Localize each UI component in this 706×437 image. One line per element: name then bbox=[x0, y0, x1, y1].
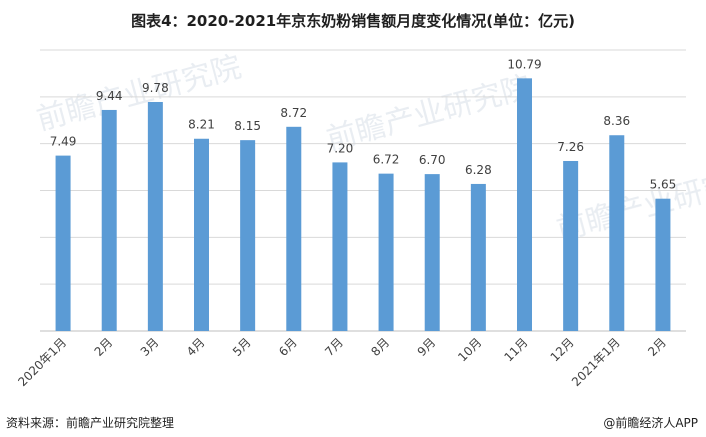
x-tick-label: 6月 bbox=[276, 335, 300, 359]
value-labels: 7.49 9.44 9.78 8.21 8.15 8.72 7.20 6.72 6.70 6.28… bbox=[50, 57, 677, 191]
value-label: 6.70 bbox=[419, 153, 446, 167]
bar bbox=[609, 135, 625, 331]
value-label: 9.44 bbox=[96, 89, 123, 103]
value-label: 7.49 bbox=[50, 135, 77, 149]
gridlines bbox=[40, 49, 686, 332]
bar bbox=[55, 155, 71, 331]
bar bbox=[101, 109, 117, 332]
x-tick-label: 2021年1月 bbox=[569, 335, 623, 389]
value-label: 7.20 bbox=[327, 141, 354, 155]
x-tick-label: 8月 bbox=[368, 335, 392, 359]
x-tick-label: 2020年1月 bbox=[15, 335, 69, 389]
value-label: 8.21 bbox=[188, 118, 215, 132]
value-label: 6.28 bbox=[465, 163, 492, 177]
footer-watermark: @前瞻经济人APP bbox=[603, 416, 698, 430]
value-label: 7.26 bbox=[557, 140, 584, 154]
value-label: 8.72 bbox=[280, 106, 307, 120]
bar bbox=[332, 162, 348, 331]
value-label: 5.65 bbox=[650, 178, 677, 192]
value-label: 8.36 bbox=[603, 114, 630, 128]
x-tick-label: 12月 bbox=[548, 335, 577, 364]
x-tick-label: 2月 bbox=[645, 335, 669, 359]
x-tick-label: 11月 bbox=[501, 335, 530, 364]
bars bbox=[55, 78, 671, 332]
x-tick-label: 3月 bbox=[138, 335, 162, 359]
x-tick-label: 9月 bbox=[415, 335, 439, 359]
bar bbox=[286, 126, 302, 331]
bar bbox=[517, 78, 532, 331]
x-tick-label: 5月 bbox=[230, 335, 254, 359]
value-label: 6.72 bbox=[373, 153, 400, 167]
chart-title: 图表4：2020-2021年京东奶粉销售额月度变化情况(单位：亿元) bbox=[131, 12, 575, 30]
x-tick-label: 4月 bbox=[184, 335, 208, 359]
value-label: 10.79 bbox=[507, 57, 541, 71]
value-label: 8.15 bbox=[234, 119, 261, 133]
bar bbox=[655, 198, 671, 331]
bar bbox=[378, 173, 394, 331]
source-note: 资料来源：前瞻产业研究院整理 bbox=[6, 416, 175, 430]
bar bbox=[147, 101, 163, 331]
x-tick-label: 2月 bbox=[92, 335, 116, 359]
bar bbox=[563, 160, 579, 331]
bar bbox=[470, 183, 486, 331]
bar bbox=[240, 140, 256, 331]
bar bbox=[424, 174, 440, 331]
x-tick-label: 10月 bbox=[455, 335, 484, 364]
value-label: 9.78 bbox=[142, 81, 169, 95]
watermark-logo: 前瞻产业研究院 bbox=[323, 70, 535, 158]
x-tick-label: 7月 bbox=[322, 335, 346, 359]
bar bbox=[194, 138, 209, 331]
